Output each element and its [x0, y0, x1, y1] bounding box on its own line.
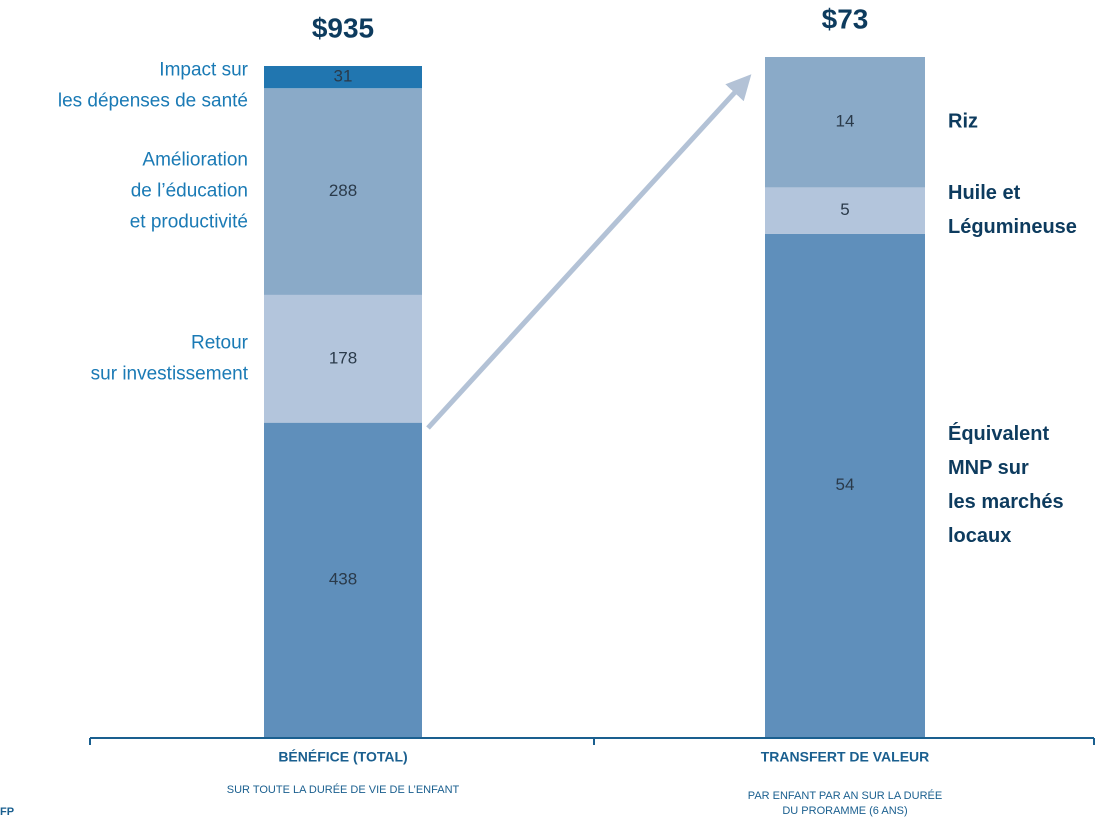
series-label: les marchés: [948, 491, 1064, 513]
value-label: 288: [329, 181, 357, 200]
bar-segment: [264, 422, 422, 737]
x-subtitle: SUR TOUTE LA DURÉE DE VIE DE L’ENFANT: [227, 783, 460, 796]
value-label: 14: [836, 112, 855, 131]
bar-total: $935: [312, 12, 374, 43]
value-label: 5: [840, 200, 849, 219]
value-label: 54: [836, 475, 855, 494]
series-label: les dépenses de santé: [58, 91, 248, 112]
bar-segment: [264, 294, 422, 423]
series-label: sur investissement: [91, 363, 249, 384]
x-subtitle: PAR ENFANT PAR AN SUR LA DURÉE: [748, 789, 942, 802]
bar-segment: [765, 187, 925, 234]
series-label: de l’éducation: [131, 181, 248, 202]
series-label: Légumineuse: [948, 216, 1077, 238]
bar-segment: [264, 66, 422, 89]
bar-total: $73: [822, 3, 869, 34]
series-label: et productivité: [130, 212, 248, 233]
series-label: Retour: [191, 332, 249, 353]
value-label: 178: [329, 348, 357, 367]
series-label: MNP sur: [948, 457, 1029, 479]
series-label: Impact sur: [159, 60, 248, 81]
x-subtitle: DU PRORAMME (6 ANS): [782, 805, 907, 817]
series-label: Riz: [948, 110, 978, 132]
series-label: locaux: [948, 525, 1011, 547]
series-label: Équivalent: [948, 422, 1049, 445]
series-label: Amélioration: [142, 150, 248, 171]
bar-segment: [765, 233, 925, 737]
arrow: [426, 74, 752, 430]
value-label: 31: [334, 67, 353, 86]
logo-text: FP: [0, 806, 14, 818]
x-tick-label: TRANSFERT DE VALEUR: [761, 749, 930, 765]
bar-segment: [765, 57, 925, 188]
x-tick-label: BÉNÉFICE (TOTAL): [278, 749, 407, 765]
bar-segment: [264, 88, 422, 295]
value-label: 438: [329, 569, 357, 588]
series-label: Huile et: [948, 182, 1021, 204]
